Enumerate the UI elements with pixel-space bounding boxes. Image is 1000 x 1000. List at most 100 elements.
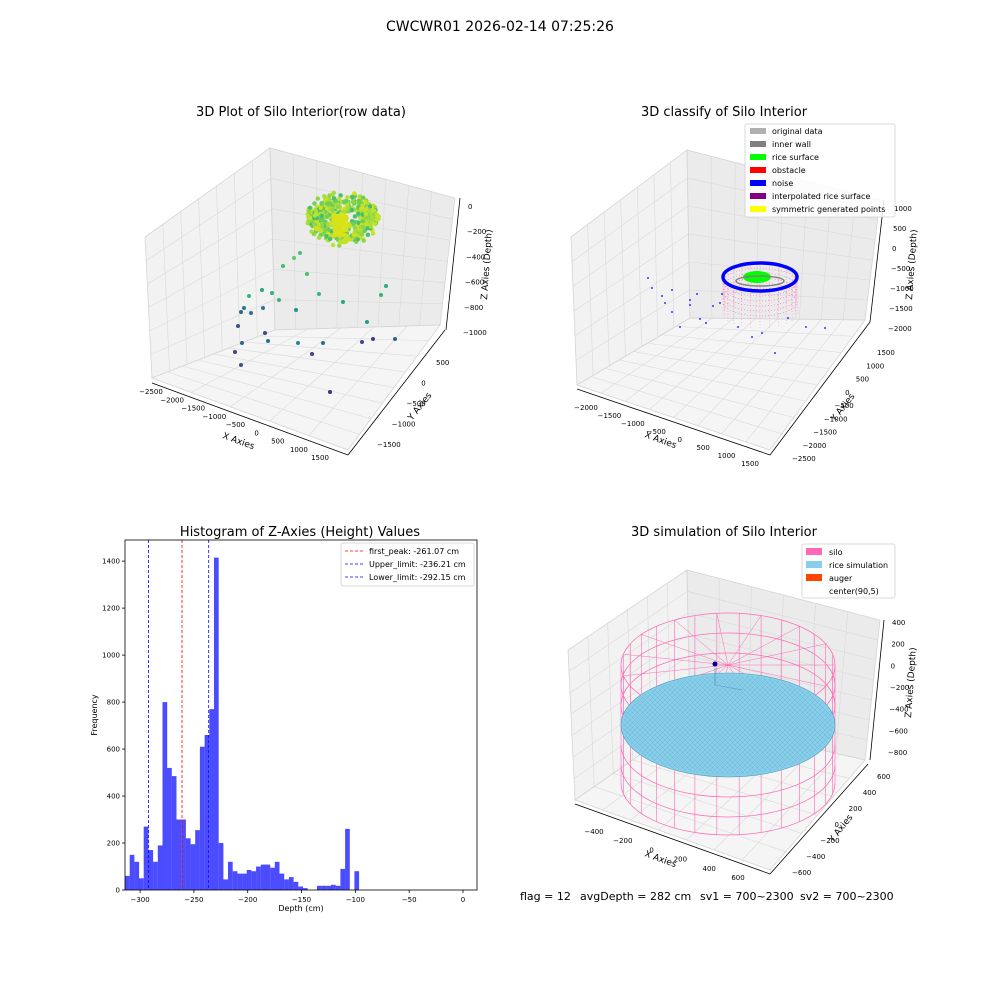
panel2-classified-points: [647, 261, 826, 354]
y-tick-label: 1400: [102, 558, 120, 566]
y-tick-label: 0: [116, 887, 120, 895]
legend-swatch-symmetric: [750, 206, 766, 212]
point: [365, 320, 369, 324]
point: [312, 222, 317, 227]
x-tick-label: −100: [346, 896, 365, 904]
point: [319, 213, 324, 219]
histogram-bar: [232, 871, 238, 890]
panel3-histogram: −300 −250 −200 −150 −100 −50 0 0 200 400 600 800 10…: [90, 539, 478, 913]
point: [355, 237, 360, 242]
point: [351, 232, 357, 237]
point: [330, 192, 335, 198]
histogram-bar: [265, 864, 271, 890]
x-tick-label: 0: [254, 429, 258, 437]
point: [307, 205, 313, 210]
point: [319, 201, 324, 206]
legend-swatch-obstacle: [750, 167, 766, 173]
x-tick-label: 1000: [290, 446, 308, 454]
point: [351, 221, 356, 226]
point: [260, 288, 264, 292]
inner-wall-ring: [722, 282, 798, 312]
histogram-bar: [242, 873, 247, 890]
figure-suptitle: CWCWR01 2026-02-14 07:25:26: [386, 19, 614, 35]
x-tick-label: 400: [703, 865, 716, 873]
point: [236, 324, 240, 328]
legend-label-center: center(90,5): [829, 587, 879, 596]
point: [365, 232, 371, 237]
point: [345, 206, 350, 211]
point: [305, 220, 310, 226]
histogram-bar: [204, 735, 210, 890]
histogram-bar: [195, 830, 200, 890]
panel1-y-ticks: 500 0 −500 −1000 −1500: [377, 359, 449, 449]
histogram-bar: [176, 819, 182, 890]
x-tick-label: 600: [731, 874, 744, 882]
legend-label-silo: silo: [829, 548, 843, 557]
legend-first-peak: first_peak: -261.07 cm: [369, 547, 459, 556]
y-tick-label: −2500: [792, 455, 816, 463]
z-tick-label: −1000: [463, 329, 487, 337]
panel4-silo-simulation: [620, 612, 836, 836]
x-tick-label: 1500: [741, 460, 759, 468]
z-tick-label: −500: [891, 265, 910, 273]
point: [343, 218, 348, 223]
noise-point: [647, 277, 649, 279]
point: [312, 201, 317, 206]
point: [307, 209, 312, 215]
legend-swatch-rice-surface: [750, 154, 766, 160]
point: [341, 300, 345, 304]
y-tick-label: 400: [107, 793, 120, 801]
histogram-bar: [209, 709, 214, 890]
panel2-z-label: Z Axies (Depth): [905, 229, 920, 300]
point: [333, 232, 338, 237]
histogram-bar: [279, 873, 285, 890]
point: [342, 222, 347, 227]
histogram-bar: [284, 879, 289, 890]
x-tick-label: −1000: [203, 413, 227, 421]
histogram-bar: [298, 886, 303, 890]
legend-label-noise: noise: [772, 179, 793, 188]
point: [310, 352, 314, 356]
point: [314, 227, 319, 232]
legend-swatch-noise: [750, 180, 766, 186]
center-marker: [712, 661, 718, 667]
histogram-bar: [139, 878, 144, 890]
point: [239, 363, 243, 367]
histogram-bar: [181, 819, 186, 890]
point: [336, 227, 341, 232]
noise-point: [805, 326, 807, 328]
panel4-z-ticks: 400 200 0 −200 −400 −600 −800: [888, 619, 909, 757]
noise-ring: [721, 261, 799, 293]
histogram-bar: [246, 870, 252, 890]
point: [367, 204, 373, 209]
point: [328, 201, 333, 206]
z-tick-label: 0: [468, 203, 472, 211]
histogram-x-label: Depth (cm): [278, 904, 323, 913]
silo-roof-line: [623, 653, 729, 666]
panel2-legend: original data inner wall rice surface ob…: [744, 123, 896, 218]
histogram-y-label: Frequency: [90, 694, 99, 736]
z-tick-label: −1500: [889, 305, 913, 313]
histogram-bar: [288, 877, 294, 890]
point: [374, 212, 380, 217]
legend-upper-limit: Upper_limit: -236.21 cm: [369, 560, 466, 569]
z-tick-label: −800: [464, 304, 483, 312]
histogram-bar: [218, 843, 224, 890]
histogram-y-ticks: 0 200 400 600 800 1000 1200 1400: [102, 558, 125, 895]
silo-roof-line: [727, 615, 762, 666]
point: [350, 195, 355, 200]
y-tick-label: −1000: [392, 421, 416, 429]
panel3-title: Histogram of Z-Axies (Height) Values: [180, 525, 420, 540]
legend-label-rice-surface: rice surface: [772, 153, 819, 162]
histogram-bar: [129, 854, 135, 890]
panel2-title: 3D classify of Silo Interior: [641, 105, 808, 120]
point: [360, 224, 365, 230]
x-tick-label: −150: [292, 896, 311, 904]
point: [335, 204, 340, 209]
y-tick-label: 1000: [866, 362, 884, 370]
x-tick-label: −50: [402, 896, 417, 904]
point: [360, 340, 364, 344]
point: [296, 341, 300, 345]
